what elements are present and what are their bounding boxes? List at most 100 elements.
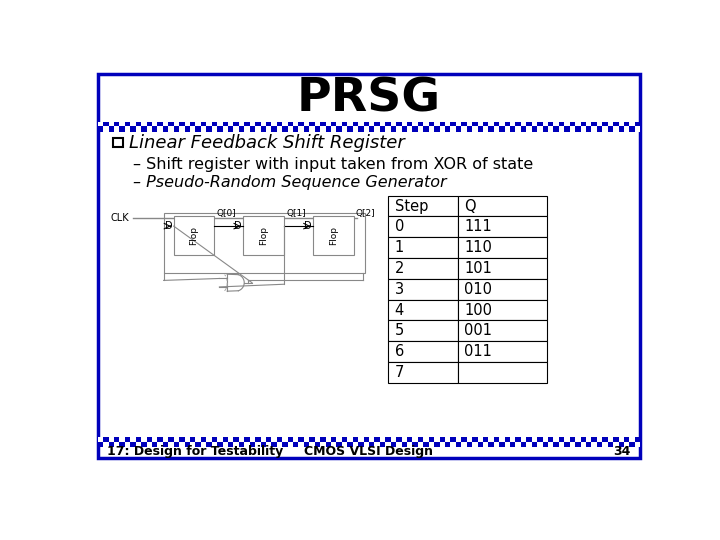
Bar	[336, 442, 342, 448]
Bar	[287, 122, 293, 126]
Bar	[331, 437, 336, 442]
Bar	[201, 122, 206, 126]
Bar	[174, 217, 214, 255]
Text: – Shift register with input taken from XOR of state: – Shift register with input taken from X…	[132, 157, 533, 172]
Bar	[315, 442, 320, 448]
Bar	[543, 122, 548, 126]
Bar	[347, 122, 353, 126]
Bar	[434, 126, 439, 132]
Bar	[635, 122, 640, 126]
Bar	[388, 195, 458, 217]
Bar	[163, 126, 168, 132]
Bar	[152, 122, 158, 126]
Bar	[212, 126, 217, 132]
Bar	[586, 122, 591, 126]
Bar	[353, 122, 358, 126]
Bar	[147, 442, 152, 448]
Bar	[212, 437, 217, 442]
Bar	[624, 442, 629, 448]
Bar	[462, 442, 467, 448]
Bar	[434, 442, 439, 448]
Bar	[458, 300, 547, 320]
Bar	[109, 126, 114, 132]
Text: PRSG: PRSG	[297, 77, 441, 122]
Bar	[250, 126, 255, 132]
Bar	[217, 437, 222, 442]
Bar	[597, 437, 602, 442]
Bar	[543, 126, 548, 132]
Text: D: D	[304, 221, 312, 231]
Bar	[201, 126, 206, 132]
Bar	[458, 341, 547, 362]
Bar	[385, 126, 391, 132]
Bar	[109, 437, 114, 442]
Bar	[222, 122, 228, 126]
Bar	[586, 126, 591, 132]
Bar	[255, 126, 261, 132]
Bar	[477, 442, 483, 448]
Bar	[233, 437, 239, 442]
Text: 011: 011	[464, 344, 492, 359]
Bar	[388, 362, 458, 383]
Bar	[580, 122, 586, 126]
Text: 001: 001	[464, 323, 492, 339]
Bar	[521, 126, 526, 132]
Bar	[276, 437, 282, 442]
Bar	[462, 126, 467, 132]
Bar	[451, 122, 456, 126]
Text: 111: 111	[464, 219, 492, 234]
Bar	[570, 442, 575, 448]
Bar	[168, 442, 174, 448]
Bar	[212, 442, 217, 448]
Text: 010: 010	[464, 282, 492, 297]
Bar	[299, 126, 304, 132]
Bar	[136, 442, 141, 448]
Bar	[418, 437, 423, 442]
Text: Q[2]: Q[2]	[356, 210, 375, 218]
Bar	[109, 122, 114, 126]
Bar	[488, 442, 494, 448]
Bar	[293, 126, 299, 132]
Bar	[559, 442, 564, 448]
Text: Step: Step	[395, 199, 428, 214]
Bar	[120, 442, 125, 448]
Bar	[458, 279, 547, 300]
Text: D: D	[165, 221, 172, 231]
Bar	[388, 217, 458, 237]
Bar	[488, 126, 494, 132]
Bar	[635, 126, 640, 132]
Bar	[325, 442, 331, 448]
Bar	[458, 237, 547, 258]
Bar	[554, 442, 559, 448]
Bar	[428, 126, 434, 132]
Text: CLK: CLK	[110, 213, 129, 223]
Bar	[293, 437, 299, 442]
Bar	[505, 122, 510, 126]
Bar	[271, 122, 276, 126]
Bar	[505, 126, 510, 132]
Bar	[494, 126, 499, 132]
Bar	[261, 442, 266, 448]
Text: 110: 110	[464, 240, 492, 255]
Bar	[374, 126, 380, 132]
Bar	[499, 442, 505, 448]
Bar	[537, 442, 543, 448]
Bar	[618, 126, 624, 132]
Bar	[190, 442, 195, 448]
Bar	[304, 122, 310, 126]
Bar	[98, 126, 103, 132]
Bar	[597, 122, 602, 126]
Bar	[179, 126, 184, 132]
Bar	[458, 320, 547, 341]
Text: 17: Design for Testability: 17: Design for Testability	[107, 445, 283, 458]
Bar	[413, 442, 418, 448]
Bar	[342, 437, 347, 442]
Bar	[174, 442, 179, 448]
Bar	[331, 126, 336, 132]
Bar	[564, 122, 570, 126]
Bar	[564, 126, 570, 132]
Bar	[564, 437, 570, 442]
Bar	[413, 126, 418, 132]
Bar	[320, 126, 325, 132]
Bar	[222, 442, 228, 448]
